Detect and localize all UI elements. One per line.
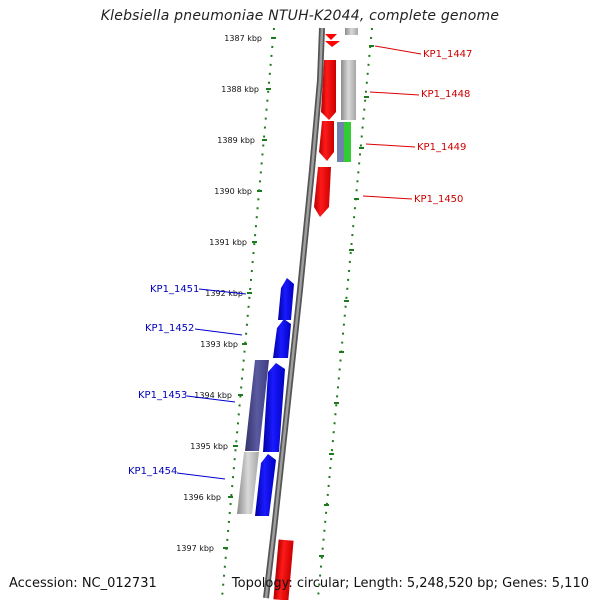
tick-label: 1389 kbp	[217, 136, 255, 145]
genome-summary-text: Topology: circular; Length: 5,248,520 bp…	[231, 576, 589, 591]
tick-label: 1391 kbp	[209, 238, 247, 247]
gene-kp1-1450-arrow[interactable]	[314, 167, 331, 217]
hit-block-slate	[245, 360, 269, 451]
gene-kp1-1452-arrow[interactable]	[273, 319, 291, 358]
gene-kp1-1451-arrow[interactable]	[278, 278, 294, 320]
tick-label: 1394 kbp	[194, 391, 232, 400]
gene-kp1-1449-arrow[interactable]	[319, 121, 334, 161]
gene-kp1-1454-arrow[interactable]	[255, 454, 276, 516]
gene-kp1-1448-arrow[interactable]	[321, 60, 336, 120]
tick-label: 1388 kbp	[221, 85, 259, 94]
tick-label: 1395 kbp	[190, 442, 228, 451]
gene-label-kp1-1447[interactable]: KP1_1447	[423, 49, 472, 60]
gene-label-kp1-1453[interactable]: KP1_1453	[138, 390, 187, 401]
forward-strand-genes	[314, 34, 340, 217]
gene-label-kp1-1449[interactable]: KP1_1449	[417, 142, 466, 153]
gene-label-kp1-1454[interactable]: KP1_1454	[128, 466, 177, 477]
gene-label-kp1-1448[interactable]: KP1_1448	[421, 89, 470, 100]
reverse-hit-blocks	[237, 360, 269, 514]
hit-block-green	[344, 122, 351, 162]
gene-label-kp1-1451[interactable]: KP1_1451	[150, 284, 199, 295]
hit-block-gray	[345, 28, 358, 35]
ruler-tick-labels: 1387 kbp 1388 kbp 1389 kbp 1390 kbp 1391…	[176, 34, 262, 553]
hit-block-gray	[341, 60, 356, 120]
gene-label-kp1-1450[interactable]: KP1_1450	[414, 194, 463, 205]
tick-label: 1390 kbp	[214, 187, 252, 196]
tick-label: 1396 kbp	[183, 493, 221, 502]
gene-kp1-1447-arrow[interactable]	[325, 34, 337, 40]
tick-label: 1392 kbp	[205, 289, 243, 298]
ruler-track-right	[317, 27, 373, 599]
gene-kp1-1453-arrow[interactable]	[263, 363, 285, 452]
gene-kp1-1447-arrow[interactable]	[325, 41, 340, 47]
forward-hit-blocks	[337, 28, 358, 162]
reverse-strand-genes	[255, 278, 294, 600]
hit-block-blue-gray	[337, 122, 344, 162]
tick-label: 1393 kbp	[200, 340, 238, 349]
tick-label: 1387 kbp	[224, 34, 262, 43]
ruler-ticks	[223, 37, 374, 557]
accession-text: Accession: NC_012731	[9, 576, 157, 591]
gene-red-partial[interactable]	[273, 539, 294, 600]
genome-backbone	[263, 27, 325, 599]
hit-block-gray	[237, 452, 259, 514]
forward-gene-labels: KP1_1447 KP1_1448 KP1_1449 KP1_1450	[362, 45, 472, 205]
reverse-gene-labels: KP1_1451 KP1_1452 KP1_1453 KP1_1454	[128, 284, 247, 480]
tick-label: 1397 kbp	[176, 544, 214, 553]
gene-label-kp1-1452[interactable]: KP1_1452	[145, 323, 194, 334]
map-title: Klebsiella pneumoniae NTUH-K2044, comple…	[100, 8, 500, 24]
